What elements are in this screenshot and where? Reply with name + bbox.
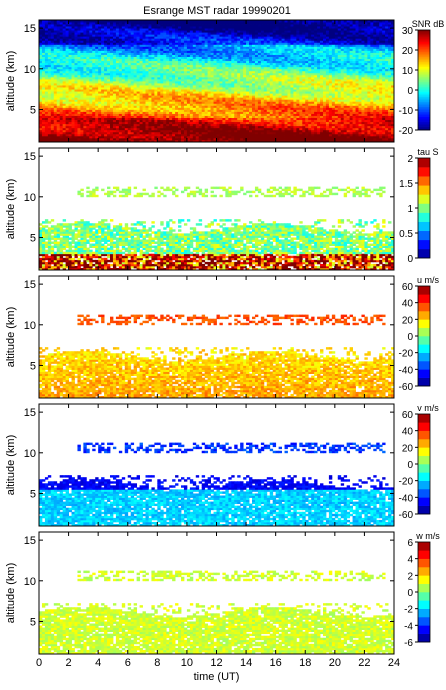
figure-title: Esrange MST radar 19990201 — [143, 5, 291, 17]
heatmap-cells-snr — [39, 20, 394, 142]
